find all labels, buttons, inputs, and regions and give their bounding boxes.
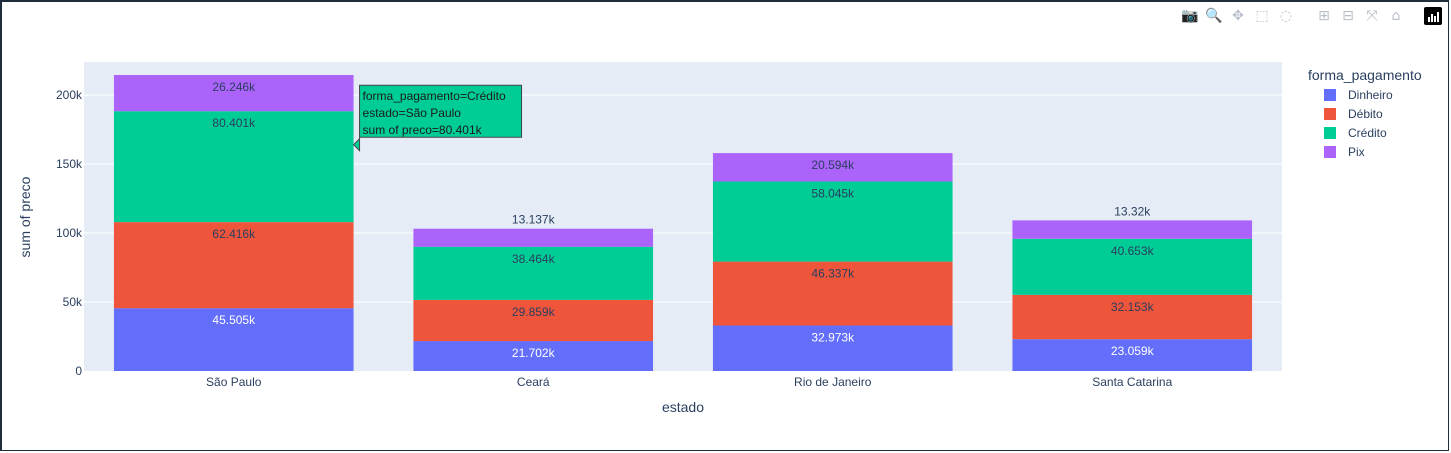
legend-item[interactable]: Crédito [1324, 126, 1387, 140]
legend-label: Dinheiro [1348, 88, 1393, 102]
bar-segment[interactable] [413, 246, 654, 300]
legend-swatch [1324, 127, 1336, 139]
tooltip-line: estado=São Paulo [363, 106, 462, 120]
zoom-out-icon[interactable]: ⊟ [1342, 8, 1354, 24]
bar-data-label: 32.153k [1111, 300, 1155, 314]
legend-label: Pix [1348, 145, 1365, 159]
legend-item[interactable]: Pix [1324, 145, 1365, 159]
bar-data-label: 13.137k [512, 213, 556, 227]
bar-data-label: 38.464k [512, 252, 556, 266]
bar-data-label: 45.505k [212, 313, 256, 327]
bar-segment[interactable] [712, 325, 953, 371]
box-select-icon[interactable]: ⬚ [1255, 8, 1269, 24]
legend-item[interactable]: Dinheiro [1324, 88, 1393, 102]
bar-segment[interactable] [113, 75, 354, 112]
zoom-icon[interactable]: 🔍 [1205, 8, 1223, 24]
hover-tooltip: forma_pagamento=Crédito estado=São Paulo s… [352, 84, 523, 152]
y-axis-title: sum of preco [17, 176, 33, 257]
bar-segment[interactable] [1012, 294, 1253, 340]
pan-icon[interactable]: ✥ [1232, 8, 1244, 24]
x-axis: São Paulo Ceará Rio de Janeiro Santa Catari… [206, 375, 1173, 389]
legend-label: Débito [1348, 107, 1383, 121]
bar-segment[interactable] [1012, 339, 1253, 371]
bar-segment[interactable] [1012, 220, 1253, 239]
x-tick-label: Ceará [517, 375, 550, 389]
y-axis: 0 50k 100k 150k 200k [56, 88, 83, 378]
bar-data-label: 40.653k [1111, 244, 1155, 258]
bar-data-label: 21.702k [512, 346, 556, 360]
y-tick-label: 0 [75, 364, 82, 378]
bar-data-label: 62.416k [212, 227, 256, 241]
legend-item[interactable]: Débito [1324, 107, 1383, 121]
y-tick-label: 50k [63, 295, 83, 309]
tooltip-line: sum of preco=80.401k [363, 123, 483, 137]
modebar: 📷 🔍 ✥ ⬚ ◌ ⊞ ⊟ ⤧ ⌂ [1180, 6, 1442, 26]
camera-icon[interactable]: 📷 [1181, 8, 1199, 24]
bar-data-label: 29.859k [512, 305, 556, 319]
bar-segment[interactable] [113, 222, 354, 309]
bar-segment[interactable] [113, 308, 354, 371]
bar-segment[interactable] [413, 228, 654, 247]
bar-segment[interactable] [413, 341, 654, 371]
tooltip-box [352, 84, 523, 152]
bar-segment[interactable] [712, 261, 953, 326]
legend-swatch [1324, 89, 1336, 101]
reset-axes-icon[interactable]: ⌂ [1391, 8, 1401, 24]
bar-data-label: 32.973k [811, 331, 855, 345]
tooltip-line: forma_pagamento=Crédito [363, 89, 506, 103]
bar-segment[interactable] [1012, 238, 1253, 295]
legend-title: forma_pagamento [1308, 67, 1422, 83]
zoom-in-icon[interactable]: ⊞ [1318, 8, 1330, 24]
bar-data-label: 13.32k [1114, 204, 1151, 218]
bar-data-label: 58.045k [811, 187, 855, 201]
x-tick-label: São Paulo [206, 375, 262, 389]
legend-swatch [1324, 146, 1336, 158]
legend-swatch [1324, 108, 1336, 120]
bar-data-label: 26.246k [212, 80, 256, 94]
legend: forma_pagamento Dinheiro Débito Crédito Pix [1308, 67, 1422, 159]
x-tick-label: Rio de Janeiro [794, 375, 872, 389]
x-axis-title: estado [662, 399, 704, 415]
bars [113, 75, 1253, 371]
lasso-select-icon[interactable]: ◌ [1279, 8, 1293, 24]
bar-labels: 45.505k 62.416k 80.401k 26.246k 21.702k 29.85… [212, 80, 1154, 360]
y-tick-label: 100k [56, 226, 83, 240]
autoscale-icon[interactable]: ⤧ [1366, 8, 1378, 24]
bar-segment[interactable] [712, 153, 953, 182]
y-tick-label: 200k [56, 88, 83, 102]
plotly-logo-icon[interactable] [1424, 7, 1442, 25]
bar-segment[interactable] [413, 299, 654, 342]
bar-data-label: 80.401k [212, 116, 256, 130]
bar-segment[interactable] [712, 181, 953, 262]
y-tick-label: 150k [56, 157, 83, 171]
x-tick-label: Santa Catarina [1092, 375, 1172, 389]
bar-data-label: 20.594k [811, 158, 855, 172]
bar-data-label: 46.337k [811, 267, 855, 281]
bar-segment[interactable] [113, 111, 354, 223]
bar-data-label: 23.059k [1111, 344, 1155, 358]
legend-label: Crédito [1348, 126, 1387, 140]
